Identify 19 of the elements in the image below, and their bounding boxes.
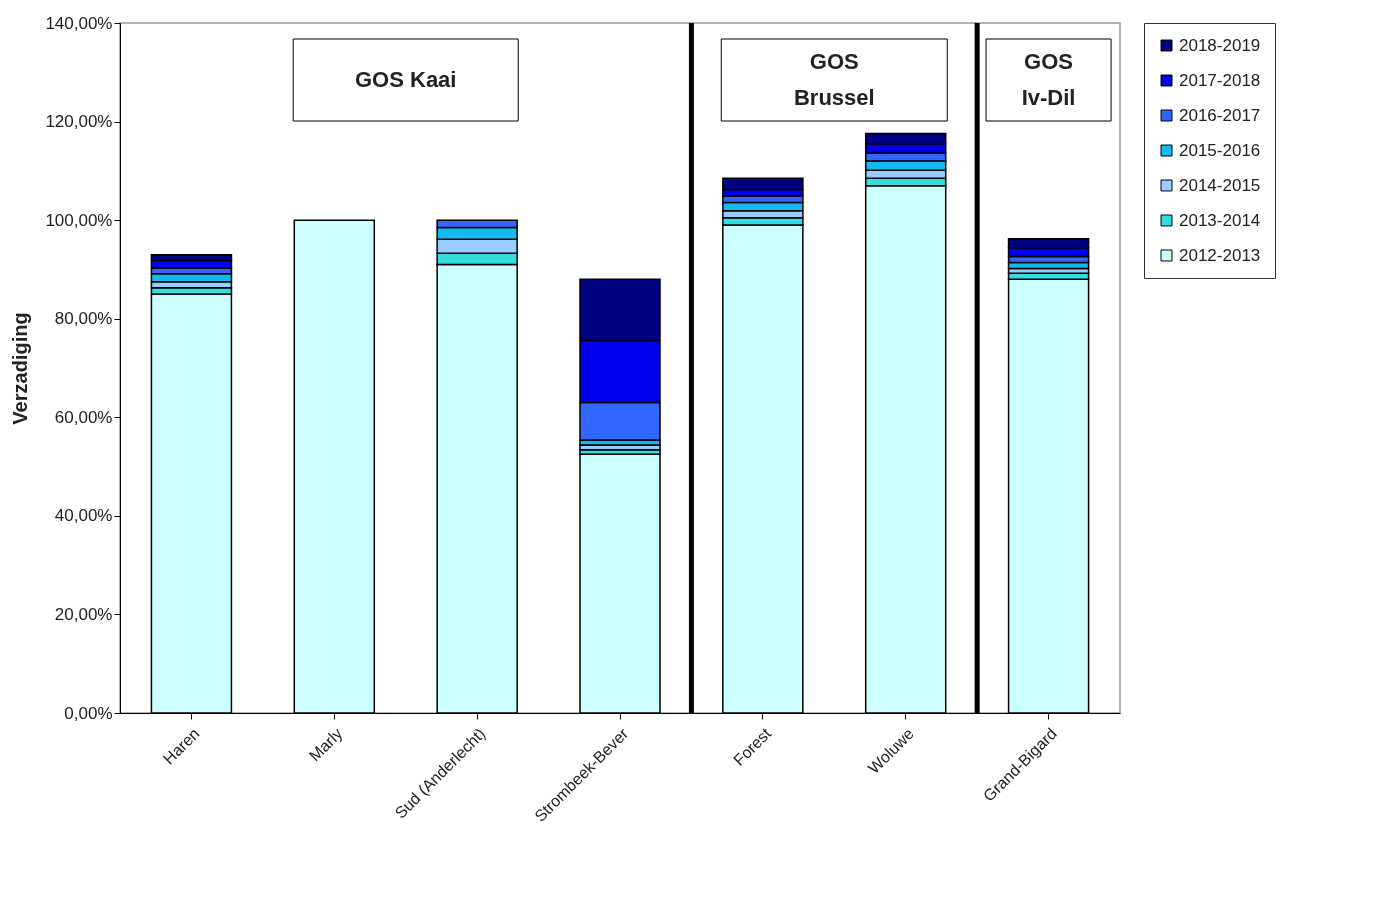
y-tick-label: 80,00% bbox=[54, 309, 113, 329]
y-tick-label: 0,00% bbox=[64, 703, 113, 723]
legend-label: 2017-2018 bbox=[1179, 70, 1261, 90]
annotation: GOS Iv-Dil bbox=[1021, 49, 1076, 110]
legend-label: 2015-2016 bbox=[1179, 140, 1261, 160]
legend-label: 2012-2013 bbox=[1179, 245, 1261, 265]
annotation: GOS Kaai bbox=[354, 67, 457, 92]
annotation: GOS Brussel bbox=[793, 49, 875, 110]
y-tick-label: 60,00% bbox=[54, 407, 113, 427]
y-tick-label: 20,00% bbox=[54, 604, 113, 624]
legend-label: 2014-2015 bbox=[1179, 175, 1261, 195]
y-axis-title: Verzadiging bbox=[9, 312, 32, 425]
legend-label: 2018-2019 bbox=[1179, 35, 1261, 55]
legend-label: 2016-2017 bbox=[1179, 105, 1261, 125]
legend-label: 2013-2014 bbox=[1179, 210, 1261, 230]
y-tick-label: 100,00% bbox=[45, 210, 113, 230]
y-tick-label: 120,00% bbox=[45, 112, 113, 132]
y-tick-label: 140,00% bbox=[45, 13, 113, 33]
y-tick-label: 40,00% bbox=[54, 506, 113, 526]
